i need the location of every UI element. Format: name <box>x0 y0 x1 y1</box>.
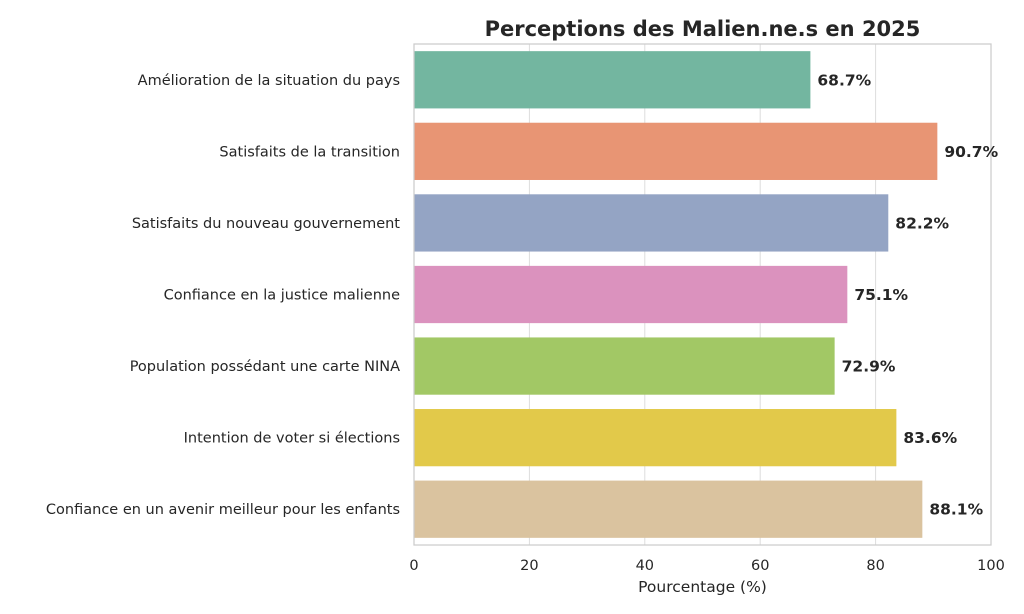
value-label: 88.1% <box>929 501 983 519</box>
category-label: Confiance en un avenir meilleur pour les… <box>46 502 400 518</box>
x-tick-label: 60 <box>751 558 769 574</box>
bar <box>414 51 811 109</box>
category-label: Amélioration de la situation du pays <box>138 73 400 89</box>
bar <box>414 480 923 538</box>
plot-frame <box>413 43 992 546</box>
value-label: 68.7% <box>817 71 871 89</box>
value-label: 90.7% <box>944 143 998 161</box>
x-tick-label: 20 <box>520 558 538 574</box>
value-label: 75.1% <box>854 286 908 304</box>
category-label: Confiance en la justice malienne <box>164 288 400 304</box>
category-labels: Amélioration de la situation du pays Sati… <box>46 73 400 518</box>
value-label: 83.6% <box>903 429 957 447</box>
x-tick-label: 0 <box>409 558 418 574</box>
bars <box>414 51 938 538</box>
bar <box>414 337 835 395</box>
category-label: Satisfaits de la transition <box>219 144 400 160</box>
category-label: Intention de voter si élections <box>184 431 400 447</box>
category-label: Population possédant une carte NINA <box>130 359 400 375</box>
x-tick-label: 80 <box>866 558 884 574</box>
bar <box>414 122 938 180</box>
x-axis-ticks: 0 20 40 60 80 100 <box>409 558 1004 574</box>
value-label: 82.2% <box>895 214 949 232</box>
x-axis-label: Pourcentage (%) <box>638 578 767 596</box>
chart-title: Perceptions des Malien.ne.s en 2025 <box>485 17 921 41</box>
x-tick-label: 100 <box>977 558 1005 574</box>
x-tick-label: 40 <box>636 558 654 574</box>
value-labels: 68.7% 90.7% 82.2% 75.1% 72.9% 83.6% 88.1% <box>817 71 998 518</box>
category-label: Satisfaits du nouveau gouvernement <box>132 216 400 232</box>
bar <box>414 265 848 324</box>
bar <box>414 409 897 467</box>
bar <box>414 194 889 252</box>
value-label: 72.9% <box>842 358 896 376</box>
